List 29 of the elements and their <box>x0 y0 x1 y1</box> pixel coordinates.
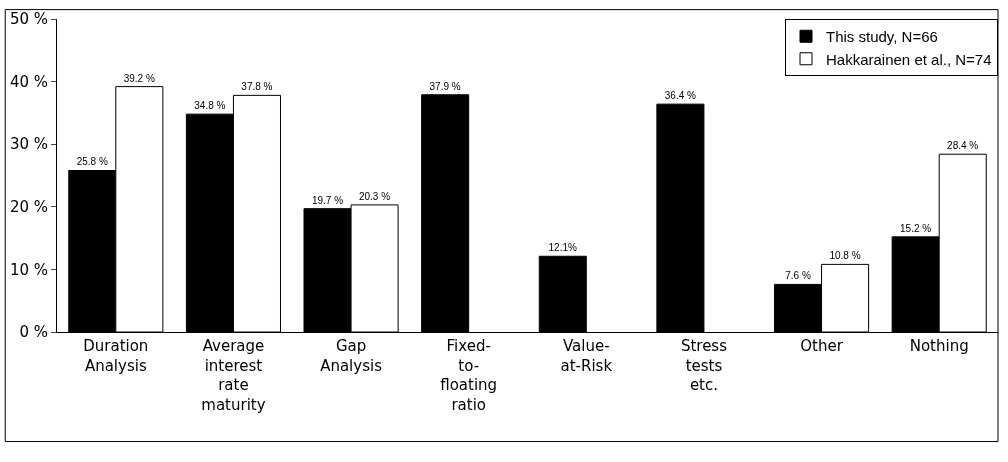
data-label: 25.8 % <box>76 156 108 168</box>
legend-label: Hakkarainen et al., N=74 <box>826 50 992 68</box>
y-tick-label: 30 % <box>9 135 48 154</box>
data-label: 7.6 % <box>785 270 811 282</box>
data-label: 37.8 % <box>241 81 273 93</box>
data-label: 19.7 % <box>311 194 344 206</box>
data-label: 12.1% <box>548 242 578 254</box>
data-label: 36.4 % <box>664 90 697 102</box>
x-tick-label: Fixed- to- floating ratio <box>440 337 498 414</box>
data-label: 28.4 % <box>947 140 979 152</box>
x-tick-label: Stress tests etc. <box>680 337 728 394</box>
data-label: 15.2 % <box>900 222 932 234</box>
data-label: 10.8 % <box>829 250 861 262</box>
data-label: 39.2 % <box>123 72 155 84</box>
x-tick-label: Nothing <box>909 337 969 355</box>
y-tick-label: 50 % <box>9 10 48 29</box>
y-tick-label: 0 % <box>19 323 48 342</box>
x-tick-label: Other <box>800 337 844 355</box>
x-tick-label: Gap Analysis <box>320 337 383 375</box>
y-tick-label: 20 % <box>9 198 48 217</box>
data-label: 34.8 % <box>194 100 226 112</box>
legend-label: This study, N=66 <box>826 28 938 46</box>
y-tick-label: 40 % <box>9 72 48 91</box>
y-tick-label: 10 % <box>9 260 48 279</box>
x-tick-label: Duration Analysis <box>83 337 149 375</box>
x-tick-label: Value- at-Risk <box>560 337 613 375</box>
x-tick-label: Average interest rate maturity <box>201 337 266 414</box>
data-label: 37.9 % <box>429 80 461 92</box>
data-label: 20.3 % <box>358 190 391 202</box>
